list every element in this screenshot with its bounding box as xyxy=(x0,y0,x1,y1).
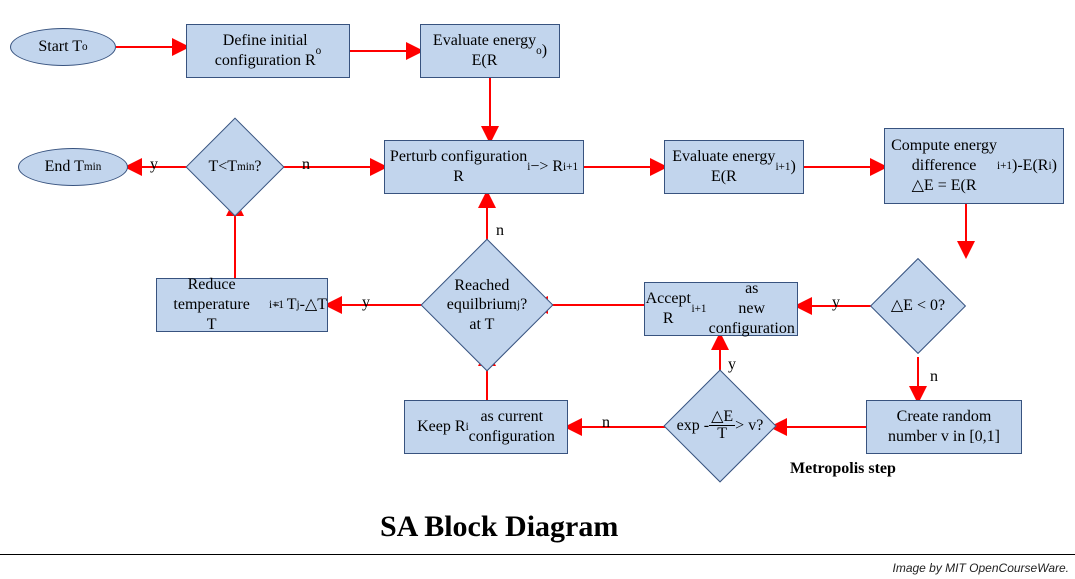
edge-label-tlt-perturb: n xyxy=(302,156,310,174)
edge-label-dEneg-accept: y xyxy=(832,294,840,312)
edge-label-equil-reduceT: y xyxy=(362,294,370,312)
node-accept: Accept Ri+1 asnew configuration xyxy=(644,282,798,336)
node-randv: Create randomnumber v in [0,1] xyxy=(866,400,1022,454)
node-start: Start To xyxy=(10,28,116,66)
metropolis-step-label: Metropolis step xyxy=(790,460,896,478)
edge-label-tlt-end: y xyxy=(150,156,158,174)
flowchart-canvas: Metropolis step SA Block Diagram Start T… xyxy=(0,0,1075,555)
node-equil-label: Reachedequilbriumat Tj ? xyxy=(421,239,554,372)
node-dEneg-label: △E < 0? xyxy=(870,258,966,354)
node-keep: Keep Ri as currentconfiguration xyxy=(404,400,568,454)
node-dE: Compute energydifference△E = E(Ri+1)-E(R… xyxy=(884,128,1064,204)
node-end: End Tmin xyxy=(18,148,128,186)
node-evalE1: Evaluate energyE(Ri+1) xyxy=(664,140,804,194)
node-perturb: Perturb configurationRi −> Ri+1 xyxy=(384,140,584,194)
node-define: Define initialconfiguration Ro xyxy=(186,24,350,78)
edge-label-equil-perturb: n xyxy=(496,222,504,240)
node-expv: exp -△ET > v? xyxy=(663,369,776,482)
diagram-title: SA Block Diagram xyxy=(380,510,618,544)
node-expv-label: exp -△ET > v? xyxy=(663,369,776,482)
node-tlt: T<Tmin? xyxy=(186,118,285,217)
node-tlt-label: T<Tmin? xyxy=(186,118,285,217)
edge-label-expv-accept: y xyxy=(728,356,736,374)
edge-label-expv-keep: n xyxy=(602,414,610,432)
node-dEneg: △E < 0? xyxy=(870,258,966,354)
edge-label-dEneg-randv: n xyxy=(930,368,938,386)
node-evalE0: Evaluate energyE(Ro) xyxy=(420,24,560,78)
node-equil: Reachedequilbriumat Tj ? xyxy=(421,239,554,372)
image-credit: Image by MIT OpenCourseWare. xyxy=(892,561,1069,575)
node-reduceT: Reduce temperatureTi+1 =Tj -△T xyxy=(156,278,328,332)
